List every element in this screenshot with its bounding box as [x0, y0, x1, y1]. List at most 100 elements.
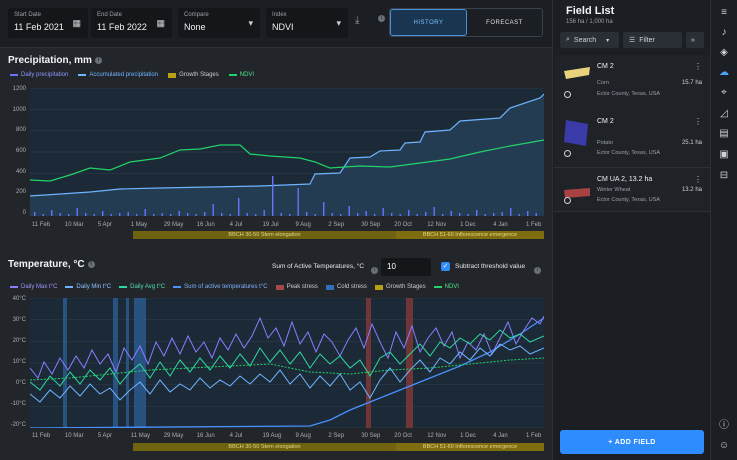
daily-precip-bar [467, 214, 469, 216]
compare-select[interactable]: Compare None ▾ [178, 8, 260, 38]
start-date-picker[interactable]: Start Date 11 Feb 2021 ▦ [8, 8, 88, 38]
x-tick-label: 19 Jul [262, 222, 279, 228]
daily-precip-bar [170, 214, 172, 216]
y-tick-label: 0°C [15, 380, 26, 386]
ndvi-line-temp [30, 357, 544, 381]
chevron-down-icon: ▾ [248, 18, 253, 28]
menu-icon[interactable]: ≡ [721, 7, 727, 18]
dashboard-icon[interactable]: ▤ [719, 128, 729, 139]
add-field-button[interactable]: + ADD FIELD [560, 430, 704, 454]
filter-button[interactable]: ☰ Filter [623, 32, 682, 48]
daily-precip-bar [76, 208, 78, 216]
x-tick-label: 2 Sep [328, 433, 345, 439]
field-card[interactable]: CM UA 2, 13.2 ha ⋮ Winter Wheat 13.2 ha … [554, 168, 710, 212]
legend-daily-min[interactable]: Daily Min t°C [65, 284, 111, 290]
daily-max-line [30, 315, 544, 379]
legend-daily-precip[interactable]: Daily precipitation [10, 72, 68, 78]
field-card[interactable]: CM 2 ⋮ Potato 25.1 ha Ector County, Texa… [554, 110, 710, 168]
calendar-check-icon[interactable]: ▣ [719, 149, 729, 160]
locate-icon[interactable] [564, 91, 571, 98]
legend-cold-stress[interactable]: Cold stress [325, 284, 367, 290]
daily-precip-bar [59, 213, 61, 216]
stage-inflorescence[interactable]: BBCH 51-60 Inflorescence emergence [396, 231, 544, 239]
info-icon[interactable]: i [368, 262, 378, 280]
legend-accum-precip[interactable]: Accumulated precipitation [78, 72, 158, 78]
field-area: 13.2 ha [681, 187, 702, 193]
calendar-icon: ▦ [72, 18, 81, 28]
legend-daily-max[interactable]: Daily Max t°C [10, 284, 57, 290]
locate-icon[interactable] [564, 197, 571, 204]
legend-daily-avg[interactable]: Daily Avg t°C [119, 284, 165, 290]
calendar-icon: ▦ [156, 18, 165, 28]
field-location: Ector County, Texas, USA [597, 91, 661, 97]
account-icon[interactable]: ☺ [718, 440, 730, 451]
field-card[interactable]: CM 2 ⋮ Corn 15.7 ha Ector County, Texas,… [554, 55, 710, 111]
sum-active-temp-input[interactable]: 10 [381, 258, 431, 276]
temperature-title: Temperature, °C i [8, 259, 95, 270]
bell-icon[interactable]: ♪ [721, 27, 727, 38]
chevron-down-icon: ▾ [336, 18, 341, 28]
ndvi-line-precip [30, 139, 544, 182]
search-dropdown[interactable]: ⌕ Search ▾ [560, 32, 619, 48]
legend-growth-stages[interactable]: Growth Stages [168, 72, 219, 78]
daily-precip-bar [391, 213, 393, 216]
locate-icon[interactable] [564, 150, 571, 157]
subtract-threshold-checkbox[interactable]: ✓ [441, 262, 450, 271]
daily-precip-bar [493, 213, 495, 216]
download-icon[interactable]: ⤓ [355, 15, 360, 26]
field-location: Ector County, Texas, USA [597, 197, 661, 203]
cloud-icon[interactable]: ☁ [719, 67, 729, 78]
info-icon[interactable]: i [87, 260, 95, 268]
help-icon[interactable]: ⓘ [719, 420, 729, 431]
x-tick-label: 1 Dec [460, 433, 476, 439]
temperature-chart [30, 298, 544, 428]
daily-avg-line [30, 329, 544, 391]
legend-ndvi[interactable]: NDVI [228, 72, 254, 78]
field-list-panel: Field List 156 ha / 1,000 ha ⌕ Search ▾ ☰ F… [552, 0, 710, 460]
info-icon[interactable]: i [375, 10, 385, 28]
tab-forecast[interactable]: FORECAST [486, 19, 523, 26]
end-date-value: 11 Feb 2022 [97, 22, 147, 32]
daily-precip-bar [425, 212, 427, 216]
y-tick-label: 400 [15, 168, 26, 175]
tab-history[interactable]: HISTORY [390, 9, 467, 36]
daily-precip-bar [93, 214, 95, 216]
daily-precip-bar [238, 198, 240, 216]
daily-precip-bar [450, 211, 452, 216]
precipitation-title: Precipitation, mm i [8, 55, 102, 66]
field-area: 25.1 ha [681, 140, 702, 146]
legend-sum-active[interactable]: Sum of active temperatures t°C [173, 284, 268, 290]
index-select[interactable]: Index NDVI ▾ [266, 8, 348, 38]
analytics-icon[interactable]: ◿ [720, 108, 728, 119]
legend-peak-stress[interactable]: Peak stress [275, 284, 318, 290]
daily-precip-bar [51, 210, 53, 216]
x-tick-label: 2 Sep [328, 222, 345, 228]
field-list-title: Field List [566, 5, 615, 17]
legend-ndvi[interactable]: NDVI [433, 284, 459, 290]
daily-precip-bar [229, 214, 231, 216]
daily-precip-bar [331, 213, 333, 216]
daily-precip-bar [476, 210, 478, 216]
daily-precip-bar [187, 213, 189, 216]
info-icon[interactable]: i [94, 56, 102, 64]
more-options-icon[interactable]: ⋮ [694, 62, 702, 71]
legend-growth-stages[interactable]: Growth Stages [374, 284, 426, 290]
inbox-icon[interactable]: ⊟ [719, 170, 729, 181]
stage-stem-elongation[interactable]: BBCH 30-50 Stem elongation [133, 443, 396, 451]
end-date-picker[interactable]: End Date 11 Feb 2022 ▦ [91, 8, 172, 38]
daily-precip-bar [119, 213, 121, 216]
more-options-icon[interactable]: ⋮ [694, 175, 702, 184]
daily-precip-bar [510, 208, 512, 216]
daily-precip-bar [348, 206, 350, 216]
stage-stem-elongation[interactable]: BBCH 30-50 Stem elongation [133, 231, 396, 239]
more-options-icon[interactable]: ⋮ [694, 117, 702, 126]
collapse-panel-button[interactable]: » [686, 32, 704, 48]
stage-inflorescence[interactable]: BBCH 51-60 Inflorescence emergence [396, 443, 544, 451]
x-tick-label: 1 May [130, 222, 148, 228]
info-icon[interactable]: i [531, 262, 541, 280]
y-tick-label: 200 [15, 189, 26, 196]
x-tick-label: 12 Nov [427, 222, 447, 228]
y-tick-label: -20°C [10, 422, 26, 428]
location-pin-icon[interactable]: ⌖ [721, 87, 727, 98]
layers-icon[interactable]: ◈ [720, 47, 728, 58]
